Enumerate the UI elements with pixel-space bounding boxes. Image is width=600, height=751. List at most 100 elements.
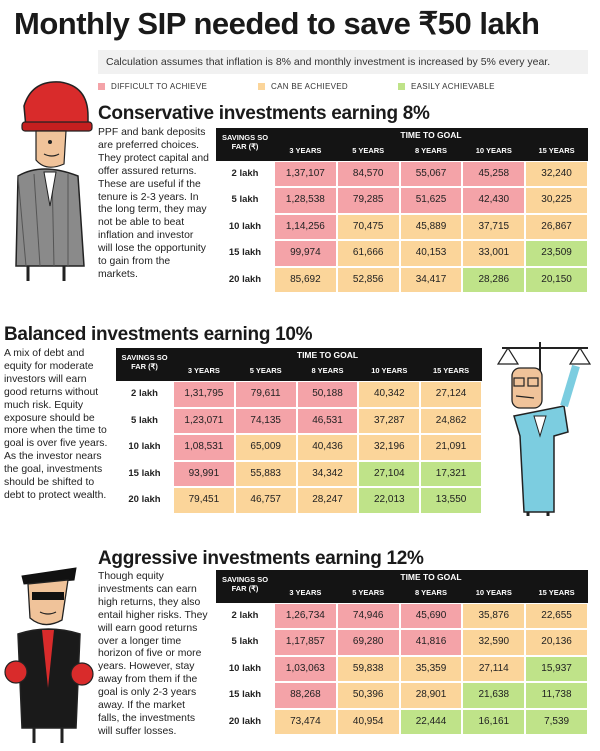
row-label: 2 lakh — [231, 610, 259, 621]
table-cell: 42,430 — [462, 187, 526, 214]
table-cell: 1,28,538 — [274, 187, 337, 214]
legend-item-achievable: CAN BE ACHIEVED — [258, 82, 348, 91]
legend-item-easy: EASILY ACHIEVABLE — [398, 82, 495, 91]
table-cell: 35,359 — [399, 655, 463, 683]
table-cell: 69,280 — [336, 629, 400, 656]
section-aggressive-text: Though equity investments can earn high … — [98, 571, 208, 737]
row-label: 20 lakh — [228, 273, 262, 285]
table-cell: 32,196 — [358, 434, 421, 461]
table-cell: 50,396 — [336, 682, 400, 709]
table-cell: 46,757 — [234, 487, 297, 514]
section-conservative-title: Conservative investments earning 8% — [98, 103, 430, 124]
table-cell: 55,883 — [234, 460, 297, 488]
boxer-man-illustration — [4, 567, 94, 743]
time-to-goal-header: TIME TO GOAL — [296, 350, 359, 360]
table-cell: 85,692 — [274, 266, 337, 293]
section-aggressive-title: Aggressive investments earning 12% — [98, 548, 424, 569]
legend: DIFFICULT TO ACHIEVE CAN BE ACHIEVED EAS… — [98, 82, 588, 96]
table-cell: 79,285 — [336, 187, 400, 214]
table-cell: 45,258 — [462, 161, 526, 188]
table-cell: 99,974 — [274, 240, 337, 267]
row-label: 15 lakh — [228, 247, 262, 259]
table-balanced: SAVINGS SO FAR (₹) TIME TO GOAL 3 YEARS 5 Y… — [116, 348, 482, 514]
row-label: 15 lakh — [128, 467, 161, 479]
column-header: 3 YEARS — [289, 588, 322, 597]
table-cell: 74,135 — [234, 407, 297, 435]
table-cell: 27,124 — [420, 381, 482, 408]
table-cell: 21,091 — [420, 434, 482, 461]
table-cell: 40,342 — [358, 381, 421, 408]
legend-label-achievable: CAN BE ACHIEVED — [271, 82, 348, 91]
legend-swatch-achievable — [258, 83, 265, 91]
row-label: 10 lakh — [228, 662, 262, 674]
savings-so-far-header: SAVINGS SO FAR (₹) — [221, 133, 269, 151]
legend-label-difficult: DIFFICULT TO ACHIEVE — [111, 82, 208, 91]
table-cell: 28,901 — [399, 682, 463, 709]
column-header: 5 YEARS — [352, 588, 385, 597]
table-cell: 37,287 — [358, 407, 421, 435]
scales-man-illustration — [496, 342, 592, 516]
table-cell: 79,611 — [234, 381, 297, 408]
table-cell: 35,876 — [462, 603, 526, 630]
table-cell: 22,444 — [399, 708, 463, 735]
table-cell: 1,23,071 — [173, 407, 235, 435]
table-cell: 15,937 — [525, 655, 588, 683]
table-cell: 17,321 — [420, 460, 482, 488]
time-to-goal-header: TIME TO GOAL — [400, 130, 462, 140]
legend-item-difficult: DIFFICULT TO ACHIEVE — [98, 82, 207, 91]
table-cell: 70,475 — [336, 213, 400, 241]
table-cell: 24,862 — [420, 407, 482, 435]
table-cell: 40,954 — [336, 708, 400, 735]
table-cell: 28,286 — [462, 266, 526, 293]
table-cell: 1,08,531 — [173, 434, 235, 461]
row-label: 5 lakh — [131, 414, 158, 426]
table-cell: 34,417 — [399, 266, 463, 293]
subtitle: Calculation assumes that inflation is 8%… — [98, 50, 588, 74]
row-label: 10 lakh — [228, 220, 262, 232]
table-cell: 16,161 — [462, 708, 526, 735]
table-cell: 23,509 — [525, 240, 588, 267]
table-cell: 22,013 — [358, 487, 421, 514]
table-aggressive: SAVINGS SO FAR (₹) TIME TO GOAL 3 YEARS 5 Y… — [216, 570, 588, 735]
table-cell: 13,550 — [420, 487, 482, 514]
column-header: 8 YEARS — [311, 366, 344, 375]
column-header: 15 YEARS — [433, 366, 470, 375]
row-label: 10 lakh — [128, 441, 161, 453]
column-header: 8 YEARS — [415, 588, 447, 597]
column-header: 5 YEARS — [352, 146, 385, 155]
savings-so-far-header: SAVINGS SO FAR (₹) — [121, 353, 168, 371]
table-cell: 27,114 — [462, 655, 526, 683]
helmet-man-illustration — [15, 81, 93, 281]
section-balanced-title: Balanced investments earning 10% — [4, 324, 313, 345]
column-header: 15 YEARS — [538, 588, 575, 597]
table-cell: 26,867 — [525, 213, 588, 241]
row-label: 15 lakh — [228, 689, 262, 701]
legend-swatch-difficult — [98, 83, 105, 91]
row-label: 5 lakh — [231, 194, 259, 206]
row-label: 20 lakh — [228, 715, 262, 727]
column-header: 10 YEARS — [475, 146, 512, 155]
table-cell: 34,342 — [296, 460, 359, 488]
table-cell: 51,625 — [399, 187, 463, 214]
column-header: 8 YEARS — [415, 146, 447, 155]
legend-swatch-easy — [398, 83, 405, 91]
table-cell: 37,715 — [462, 213, 526, 241]
column-header: 10 YEARS — [475, 588, 512, 597]
legend-label-easy: EASILY ACHIEVABLE — [411, 82, 495, 91]
column-header: 5 YEARS — [249, 366, 282, 375]
table-cell: 79,451 — [173, 487, 235, 514]
section-conservative-text: PPF and bank deposits are preferred choi… — [98, 127, 209, 280]
row-label: 2 lakh — [131, 388, 158, 399]
table-cell: 40,153 — [399, 240, 463, 267]
table-cell: 55,067 — [399, 161, 463, 188]
table-cell: 33,001 — [462, 240, 526, 267]
row-label: 2 lakh — [231, 168, 259, 179]
table-cell: 32,240 — [525, 161, 588, 188]
table-cell: 59,838 — [336, 655, 400, 683]
aggressive-table-header: SAVINGS SO FAR (₹) TIME TO GOAL 3 YEARS 5 Y… — [216, 570, 588, 603]
table-cell: 11,738 — [525, 682, 588, 709]
table-cell: 46,531 — [296, 407, 359, 435]
table-cell: 74,946 — [336, 603, 400, 630]
column-header: 3 YEARS — [187, 366, 220, 375]
table-cell: 1,31,795 — [173, 381, 235, 408]
